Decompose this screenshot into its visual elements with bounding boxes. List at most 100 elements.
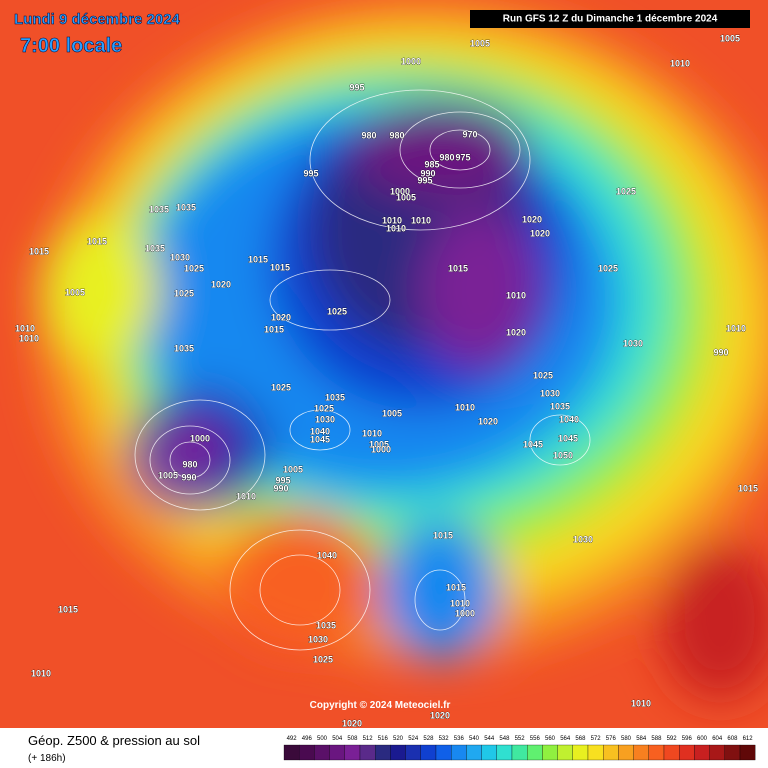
scale-swatch [299, 744, 315, 761]
isobar-label: 1010 [386, 223, 406, 233]
scale-swatch [663, 744, 680, 761]
isobar-label: 1035 [149, 204, 169, 214]
isobar-label: 1015 [29, 246, 49, 256]
scale-swatch [435, 744, 452, 761]
scale-label: 584 [636, 736, 647, 742]
isobar-label: 980 [389, 130, 404, 140]
isobar-label: 985 [424, 159, 439, 169]
isobar-label: 1025 [271, 382, 291, 392]
isobar-label: 1030 [170, 252, 190, 262]
scale-label: 596 [682, 736, 693, 742]
scale-swatch [314, 744, 330, 761]
isobar-label: 1015 [448, 263, 468, 273]
scale-label: 536 [454, 736, 465, 742]
isobar-label: 1010 [382, 215, 402, 225]
isobar-label: 1025 [616, 186, 636, 196]
scale-label: 512 [363, 736, 374, 742]
scale-swatch [390, 744, 406, 761]
isobar-label: 1000 [401, 56, 421, 66]
scale-swatch [527, 744, 543, 761]
isobar-label: 995 [303, 168, 318, 178]
isobar-label: 995 [349, 82, 364, 92]
isobar-label: 1015 [738, 483, 758, 493]
isobar-label: 1015 [446, 582, 466, 592]
scale-label: 612 [743, 736, 754, 742]
isobar-label: 1030 [540, 388, 560, 398]
isobar-label: 1040 [317, 550, 337, 560]
isobar-label: 1000 [455, 608, 475, 618]
scale-label: 600 [697, 736, 708, 742]
isobar-label: 1005 [720, 33, 740, 43]
isobar-label: 1020 [506, 327, 526, 337]
isobar-label: 1005 [283, 464, 303, 474]
scale-label: 576 [606, 736, 617, 742]
scale-swatch [329, 744, 345, 761]
isobar-label: 1020 [522, 214, 542, 224]
isobar-label: 1025 [313, 654, 333, 664]
isobar-label: 1020 [342, 718, 362, 728]
isobar-label: 1045 [523, 439, 543, 449]
isobar-label: 1030 [315, 414, 335, 424]
field [0, 0, 768, 728]
isobar-label: 1005 [65, 287, 85, 297]
isobar-label: 1035 [145, 243, 165, 253]
scale-label: 528 [423, 736, 434, 742]
footer-title: Géop. Z500 & pression au sol [28, 733, 200, 748]
isobar-label: 1010 [15, 323, 35, 333]
copyright: Copyright © 2024 Meteociel.fr [310, 700, 451, 711]
isobar-label: 1010 [506, 290, 526, 300]
isobar-label: 990 [181, 472, 196, 482]
isobar-label: 990 [273, 483, 288, 493]
isobar-label: 1000 [390, 186, 410, 196]
scale-swatch [481, 744, 497, 761]
isobar-label: 1015 [87, 236, 107, 246]
scale-swatch [694, 744, 710, 761]
scale-label: 568 [575, 736, 586, 742]
isobar-label: 1045 [310, 434, 330, 444]
isobar-label: 970 [462, 129, 477, 139]
isobar-label: 1025 [184, 263, 204, 273]
scale-label: 508 [347, 736, 358, 742]
isobar-label: 1010 [631, 698, 651, 708]
isobar-label: 1040 [310, 426, 330, 436]
isobar-label: 1030 [308, 634, 328, 644]
scale-swatch [603, 744, 619, 761]
isobar-label: 1010 [411, 215, 431, 225]
isobar-label: 1020 [271, 312, 291, 322]
scale-swatch [572, 744, 589, 761]
scale-label: 604 [712, 736, 723, 742]
scale-swatch [420, 744, 437, 761]
scale-label: 520 [393, 736, 404, 742]
isobar-label: 1035 [316, 620, 336, 630]
isobar-label: 980 [361, 130, 376, 140]
isobar-label: 990 [713, 347, 728, 357]
scale-label: 524 [408, 736, 419, 742]
isobar-label: 1015 [270, 262, 290, 272]
scale-label: 560 [545, 736, 556, 742]
scale-swatch [405, 744, 421, 761]
scale-label: 544 [484, 736, 495, 742]
isobar-label: 980 [182, 459, 197, 469]
footer-lead: (+ 186h) [28, 753, 66, 764]
scale-label: 500 [317, 736, 328, 742]
isobar-label: 1010 [670, 58, 690, 68]
isobar-label: 1035 [550, 401, 570, 411]
isobar-label: 975 [455, 152, 470, 162]
isobar-label: 1015 [264, 324, 284, 334]
isobar-label: 990 [420, 168, 435, 178]
run-box [470, 10, 750, 28]
scale-swatch [451, 744, 467, 761]
scale-swatch [283, 744, 300, 761]
scale-swatch [557, 744, 573, 761]
isobar-label: 1000 [190, 433, 210, 443]
isobar-label: 1020 [530, 228, 550, 238]
isobar-label: 1005 [158, 470, 178, 480]
isobar-label: 1020 [211, 279, 231, 289]
scale-swatch [587, 744, 604, 761]
isobar-label: 980 [439, 152, 454, 162]
scale-label: 496 [302, 736, 313, 742]
isobar-label: 1030 [623, 338, 643, 348]
isobar-label: 1010 [236, 491, 256, 501]
